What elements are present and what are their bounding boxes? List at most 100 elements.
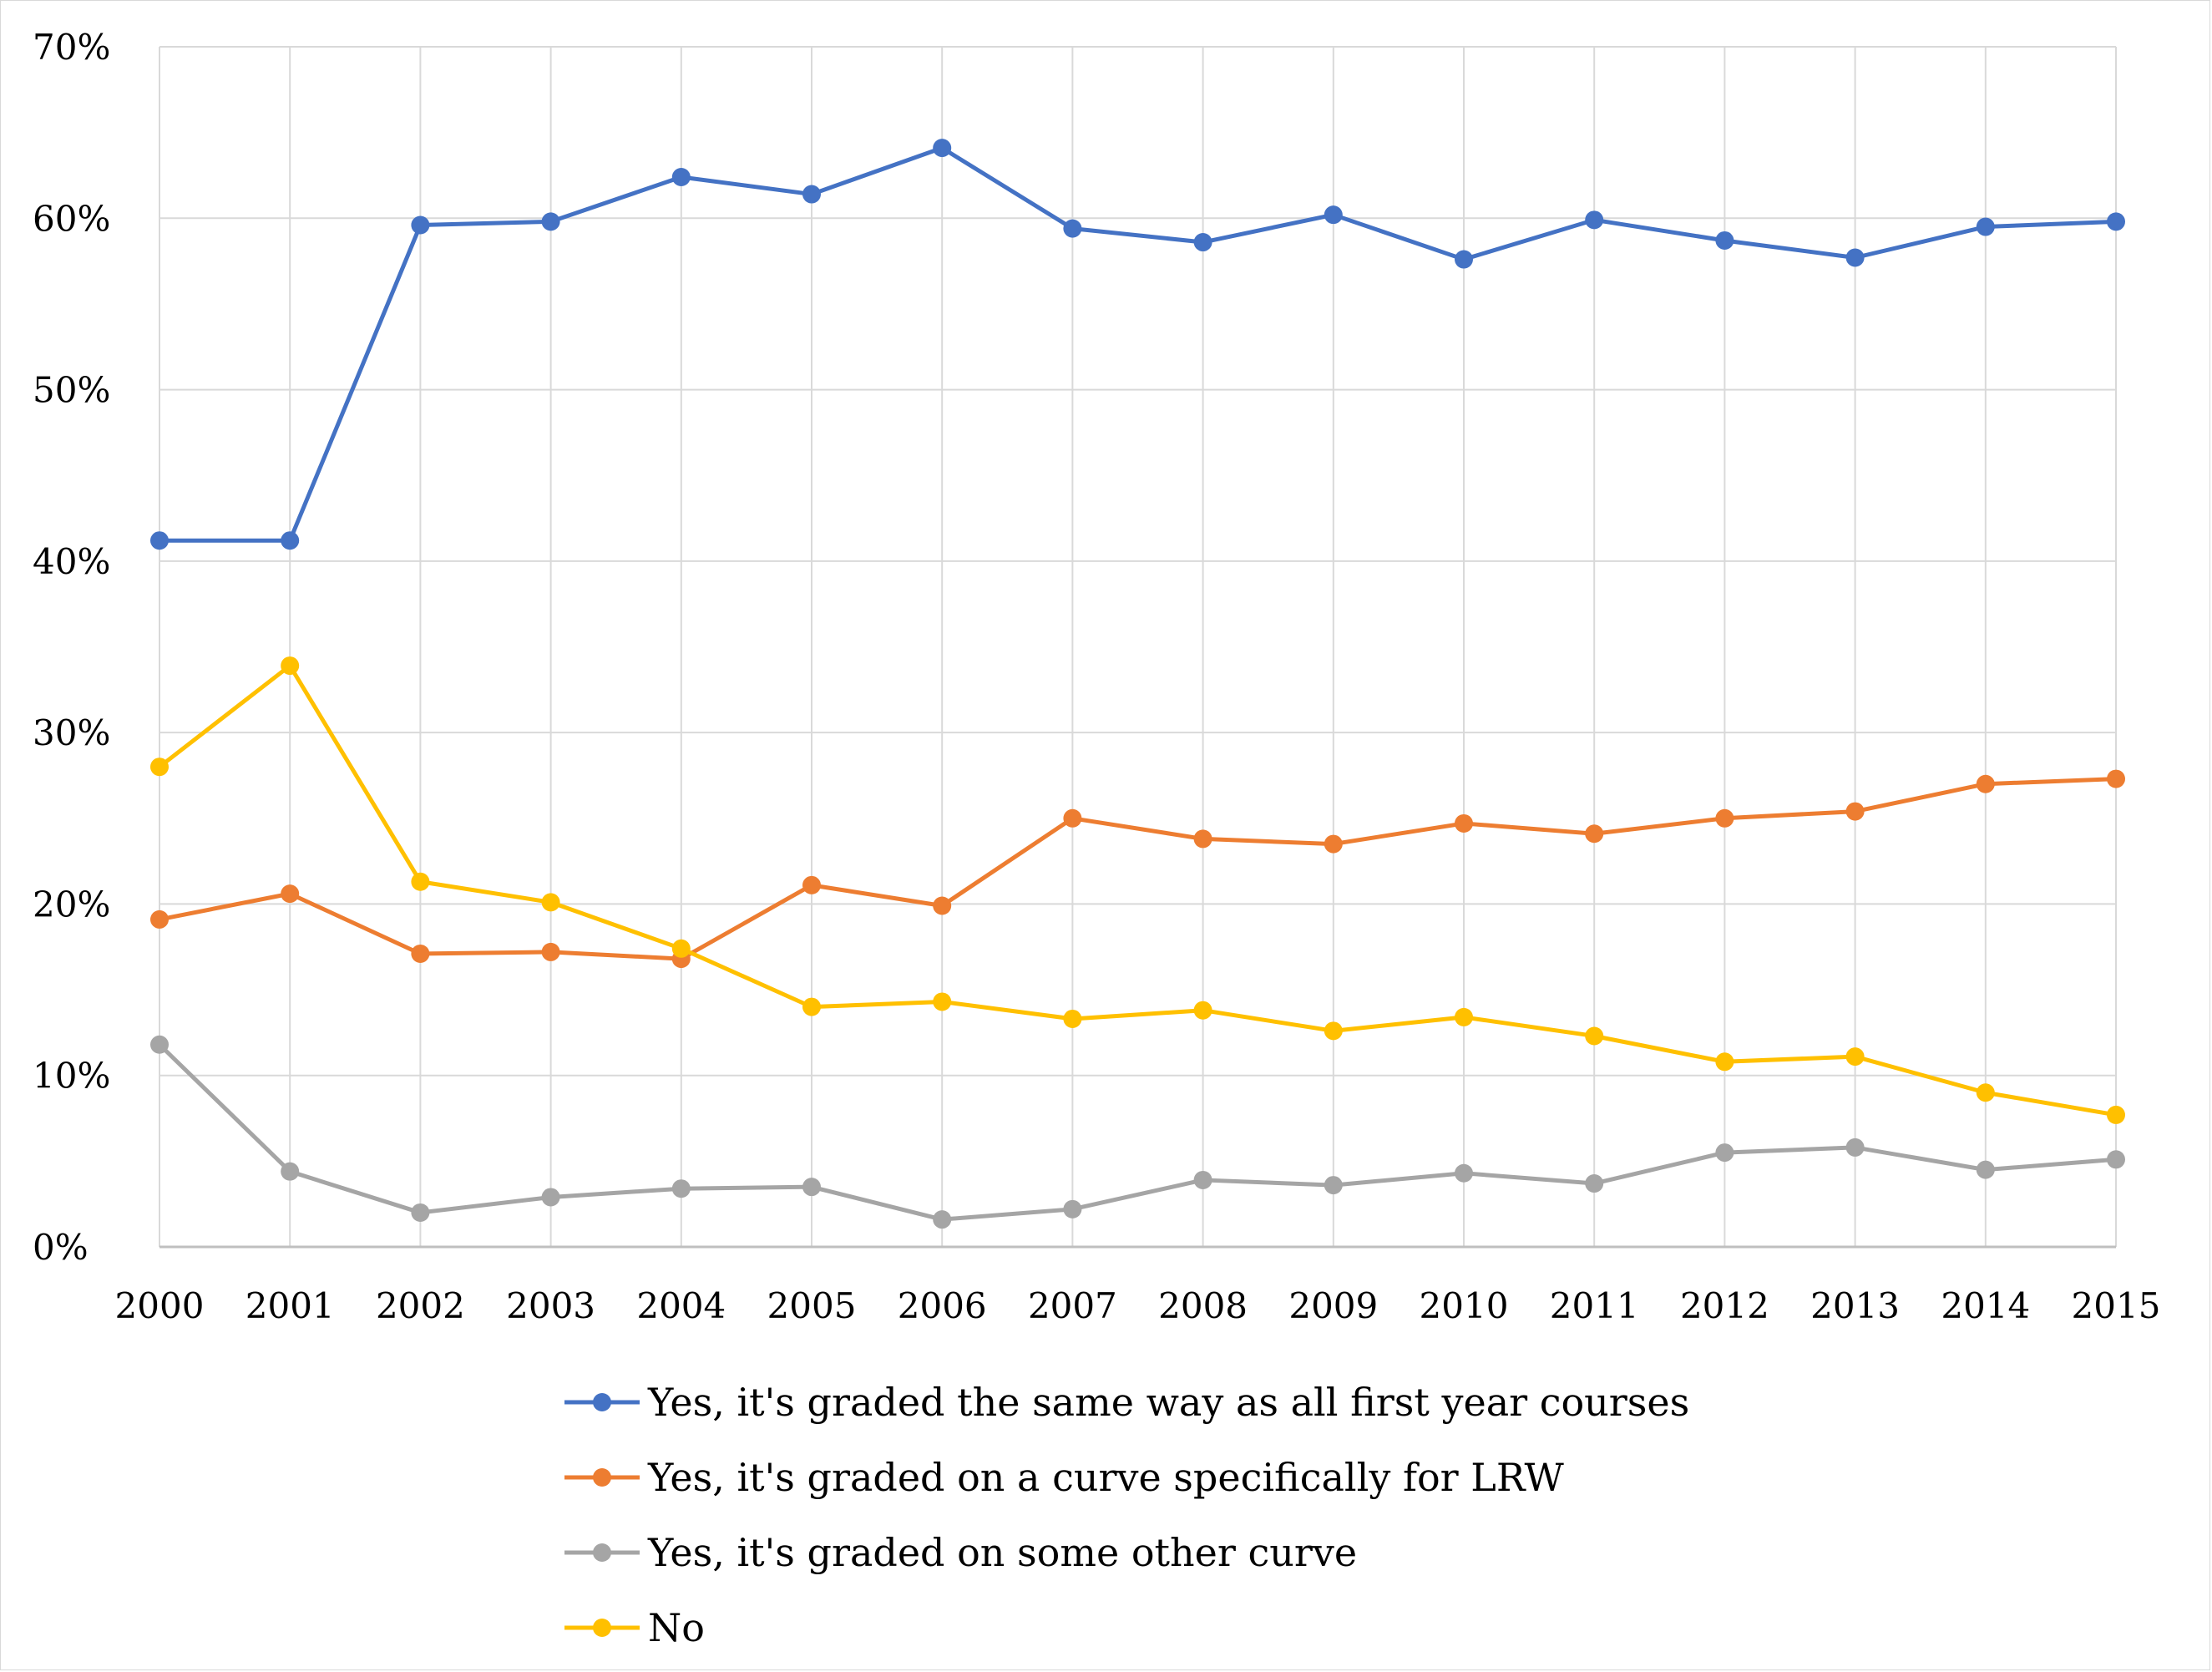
series-line [159, 148, 2116, 540]
data-point [1585, 1174, 1603, 1193]
data-point [1194, 233, 1212, 251]
data-point [1063, 220, 1081, 238]
data-point [1194, 1001, 1212, 1020]
legend-label: Yes, it's graded on a curve specifically… [647, 1455, 1564, 1500]
x-tick-label: 2013 [1810, 1285, 1900, 1326]
data-point [150, 1036, 169, 1054]
legend-label: No [648, 1605, 705, 1650]
data-point [802, 185, 821, 204]
data-point [542, 1188, 560, 1206]
data-point [411, 1203, 429, 1222]
data-point [1977, 1083, 1995, 1102]
series-3 [150, 1036, 2125, 1229]
data-point [672, 940, 691, 958]
data-point [1063, 809, 1081, 828]
x-tick-label: 2014 [1941, 1285, 2030, 1326]
x-tick-label: 2015 [2072, 1285, 2161, 1326]
data-point [1977, 775, 1995, 793]
y-tick-label: 20% [33, 884, 110, 925]
x-tick-label: 2003 [506, 1285, 595, 1326]
data-point [1846, 1047, 1865, 1066]
y-tick-label: 70% [33, 27, 110, 68]
chart-frame: 0% 10% 20% 30% 40% 50% 60% 70% 2000 2001 2002 2003 2… [0, 0, 2210, 1670]
data-point [1324, 835, 1343, 854]
data-point [672, 1179, 691, 1198]
x-tick-label: 2008 [1158, 1285, 1248, 1326]
data-point [1194, 829, 1212, 848]
data-point [411, 873, 429, 891]
legend-entry: No [564, 1605, 705, 1650]
data-point [672, 168, 691, 186]
legend-marker [593, 1393, 611, 1411]
data-point [150, 531, 169, 550]
data-point [1846, 249, 1865, 267]
legend-marker [593, 1619, 611, 1637]
x-tick-label: 2009 [1288, 1285, 1378, 1326]
tick-labels: 0%10%20%30%40%50%60%70%2000 2001 2002 2003 2… [33, 27, 2160, 1326]
y-tick-label: 60% [33, 198, 110, 239]
series-line [159, 779, 2116, 960]
data-point [802, 876, 821, 894]
x-tick-label: 2002 [376, 1285, 465, 1326]
legend-label: Yes, it's graded on some other curve [647, 1530, 1357, 1575]
legend-marker [593, 1468, 611, 1487]
data-point [2107, 1106, 2125, 1124]
data-point [1324, 1021, 1343, 1040]
data-point [933, 1210, 951, 1229]
data-point [411, 215, 429, 234]
data-point [1977, 1161, 1995, 1179]
data-point [1977, 218, 1995, 236]
data-point [1063, 1200, 1081, 1219]
y-tick-label: 40% [33, 541, 110, 582]
data-point [542, 893, 560, 911]
data-point [802, 1178, 821, 1196]
x-tick-label: 2012 [1680, 1285, 1769, 1326]
legend-entry: Yes, it's graded the same way as all fir… [564, 1380, 1689, 1425]
data-point [1715, 809, 1734, 828]
legend-marker [593, 1543, 611, 1562]
data-point [1194, 1171, 1212, 1189]
data-point [411, 945, 429, 963]
data-point [542, 212, 560, 231]
legend-entry: Yes, it's graded on a curve specifically… [564, 1455, 1564, 1500]
data-point [1455, 251, 1473, 269]
x-tick-label: 2011 [1550, 1285, 1639, 1326]
data-point [150, 757, 169, 776]
data-point [933, 896, 951, 915]
y-tick-label: 50% [33, 370, 110, 411]
data-point [1715, 231, 1734, 250]
x-tick-label: 2000 [115, 1285, 205, 1326]
data-point [1455, 1008, 1473, 1026]
data-point [1324, 205, 1343, 224]
data-point [281, 656, 299, 675]
data-point [933, 992, 951, 1011]
data-point [1715, 1143, 1734, 1162]
data-point [802, 998, 821, 1016]
series-4 [150, 656, 2125, 1124]
data-point [933, 139, 951, 157]
data-point [1455, 1164, 1473, 1183]
x-tick-label: 2007 [1028, 1285, 1117, 1326]
data-point [2107, 1150, 2125, 1168]
data-point [1846, 1138, 1865, 1157]
legend-label: Yes, it's graded the same way as all fir… [647, 1380, 1689, 1425]
data-point [2107, 770, 2125, 788]
series-lines [150, 139, 2125, 1229]
series-line [159, 1045, 2116, 1219]
data-point [1455, 814, 1473, 833]
data-point [1715, 1052, 1734, 1071]
data-point [281, 884, 299, 903]
data-point [1585, 1026, 1603, 1045]
x-tick-label: 2006 [898, 1285, 987, 1326]
x-tick-label: 2010 [1420, 1285, 1509, 1326]
x-tick-label: 2001 [245, 1285, 335, 1326]
legend-entry: Yes, it's graded on some other curve [564, 1530, 1357, 1575]
data-point [1585, 210, 1603, 229]
x-tick-label: 2004 [636, 1285, 726, 1326]
data-point [1585, 824, 1603, 843]
data-point [542, 943, 560, 961]
data-point [281, 1163, 299, 1181]
data-point [2107, 212, 2125, 231]
y-tick-label: 30% [33, 712, 110, 753]
series-2 [150, 770, 2125, 969]
